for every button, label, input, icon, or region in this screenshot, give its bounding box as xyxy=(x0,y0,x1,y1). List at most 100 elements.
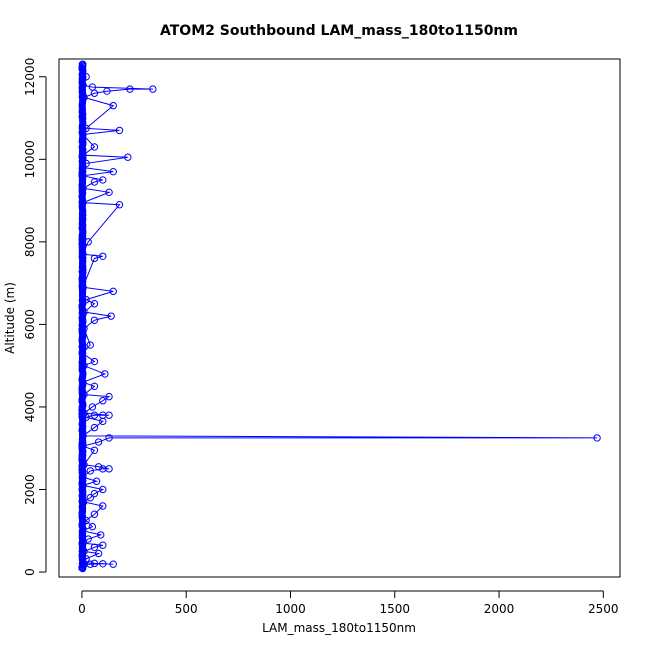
data-point xyxy=(105,188,113,197)
data-point xyxy=(80,93,88,102)
data-point xyxy=(90,543,99,551)
y-tick-label: 8000 xyxy=(23,227,37,258)
data-point xyxy=(99,502,107,510)
data-point xyxy=(78,60,87,69)
data-point xyxy=(90,316,99,324)
data-point xyxy=(82,73,90,81)
data-point xyxy=(79,283,87,291)
data-point xyxy=(94,549,103,558)
data-point xyxy=(79,172,87,180)
data-point xyxy=(80,361,88,370)
x-tick-label: 2000 xyxy=(484,602,515,616)
data-point xyxy=(593,434,601,442)
data-point xyxy=(79,539,87,547)
x-tick-label: 1000 xyxy=(275,602,306,616)
data-point xyxy=(79,481,87,490)
data-point xyxy=(80,547,88,556)
x-tick-label: 1500 xyxy=(379,602,410,616)
data-point xyxy=(79,151,87,159)
data-point xyxy=(124,153,132,161)
data-point xyxy=(78,349,87,357)
x-tick-label: 500 xyxy=(175,602,198,616)
data-point xyxy=(97,531,105,539)
x-tick-label: 0 xyxy=(78,602,86,616)
data-point xyxy=(99,560,107,568)
data-point xyxy=(86,560,94,568)
data-point xyxy=(99,176,107,184)
data-point xyxy=(107,312,115,320)
data-point xyxy=(80,308,88,316)
data-point xyxy=(79,130,87,139)
data-point xyxy=(149,85,157,93)
data-point xyxy=(84,238,92,246)
y-tick-label: 10000 xyxy=(23,140,37,178)
data-point xyxy=(99,252,107,260)
data-point xyxy=(99,541,107,549)
data-point xyxy=(99,397,107,405)
data-point xyxy=(90,411,99,419)
data-point xyxy=(86,494,94,502)
data-point xyxy=(90,423,99,432)
data-point xyxy=(79,81,87,89)
data-point xyxy=(80,390,88,399)
x-tick-label: 2500 xyxy=(588,602,619,616)
data-point xyxy=(82,516,90,525)
data-point xyxy=(80,324,88,333)
data-point xyxy=(82,555,90,563)
y-axis-label: Altitude (m) xyxy=(3,282,17,354)
chart-title: ATOM2 Southbound LAM_mass_180to1150nm xyxy=(160,23,518,39)
data-point xyxy=(109,287,117,296)
y-axis: 0 2000 4000 6000 8000 10000 12000 xyxy=(23,58,47,576)
data-point xyxy=(88,403,97,411)
data-point xyxy=(88,83,97,91)
data-point xyxy=(79,184,87,192)
data-point xyxy=(90,489,99,498)
data-point xyxy=(90,178,99,186)
data-point xyxy=(101,370,109,378)
data-point xyxy=(109,560,117,568)
data-point xyxy=(82,159,90,168)
data-point xyxy=(115,126,124,135)
data-point xyxy=(82,413,90,421)
data-point xyxy=(105,465,113,473)
plot-frame xyxy=(58,58,621,578)
data-point xyxy=(82,295,90,304)
data-point xyxy=(103,87,111,95)
data-point xyxy=(90,559,99,568)
data-point xyxy=(94,463,103,471)
data-point xyxy=(90,143,99,151)
data-point xyxy=(105,434,113,442)
data-point xyxy=(90,254,99,263)
data-point xyxy=(109,101,117,110)
data-point xyxy=(79,198,87,207)
y-tick-label: 2000 xyxy=(23,474,37,505)
data-point xyxy=(105,392,113,401)
data-point xyxy=(109,167,117,176)
data-point xyxy=(92,477,101,485)
data-point xyxy=(86,341,94,349)
y-tick-label: 6000 xyxy=(23,309,37,340)
data-point xyxy=(78,64,87,73)
x-axis: 0 500 1000 1500 2000 2500 xyxy=(78,590,619,616)
data-point xyxy=(79,378,87,386)
data-point xyxy=(84,535,92,543)
y-tick-label: 0 xyxy=(23,568,37,576)
x-axis-label: LAM_mass_180to1150nm xyxy=(262,621,416,635)
data-point xyxy=(90,382,99,391)
data-point xyxy=(94,438,103,446)
data-point xyxy=(79,442,87,450)
y-tick-label: 12000 xyxy=(23,58,37,96)
series-line xyxy=(80,64,598,568)
data-point xyxy=(86,467,94,475)
data-point xyxy=(105,411,113,419)
data-point xyxy=(90,446,99,454)
data-point xyxy=(99,485,107,494)
data-point xyxy=(79,250,87,258)
data-point xyxy=(79,498,88,506)
data-point xyxy=(80,461,88,469)
series-line-dense xyxy=(81,63,84,569)
data-point xyxy=(115,201,124,209)
data-point xyxy=(88,522,97,531)
y-tick-label: 4000 xyxy=(23,392,37,423)
